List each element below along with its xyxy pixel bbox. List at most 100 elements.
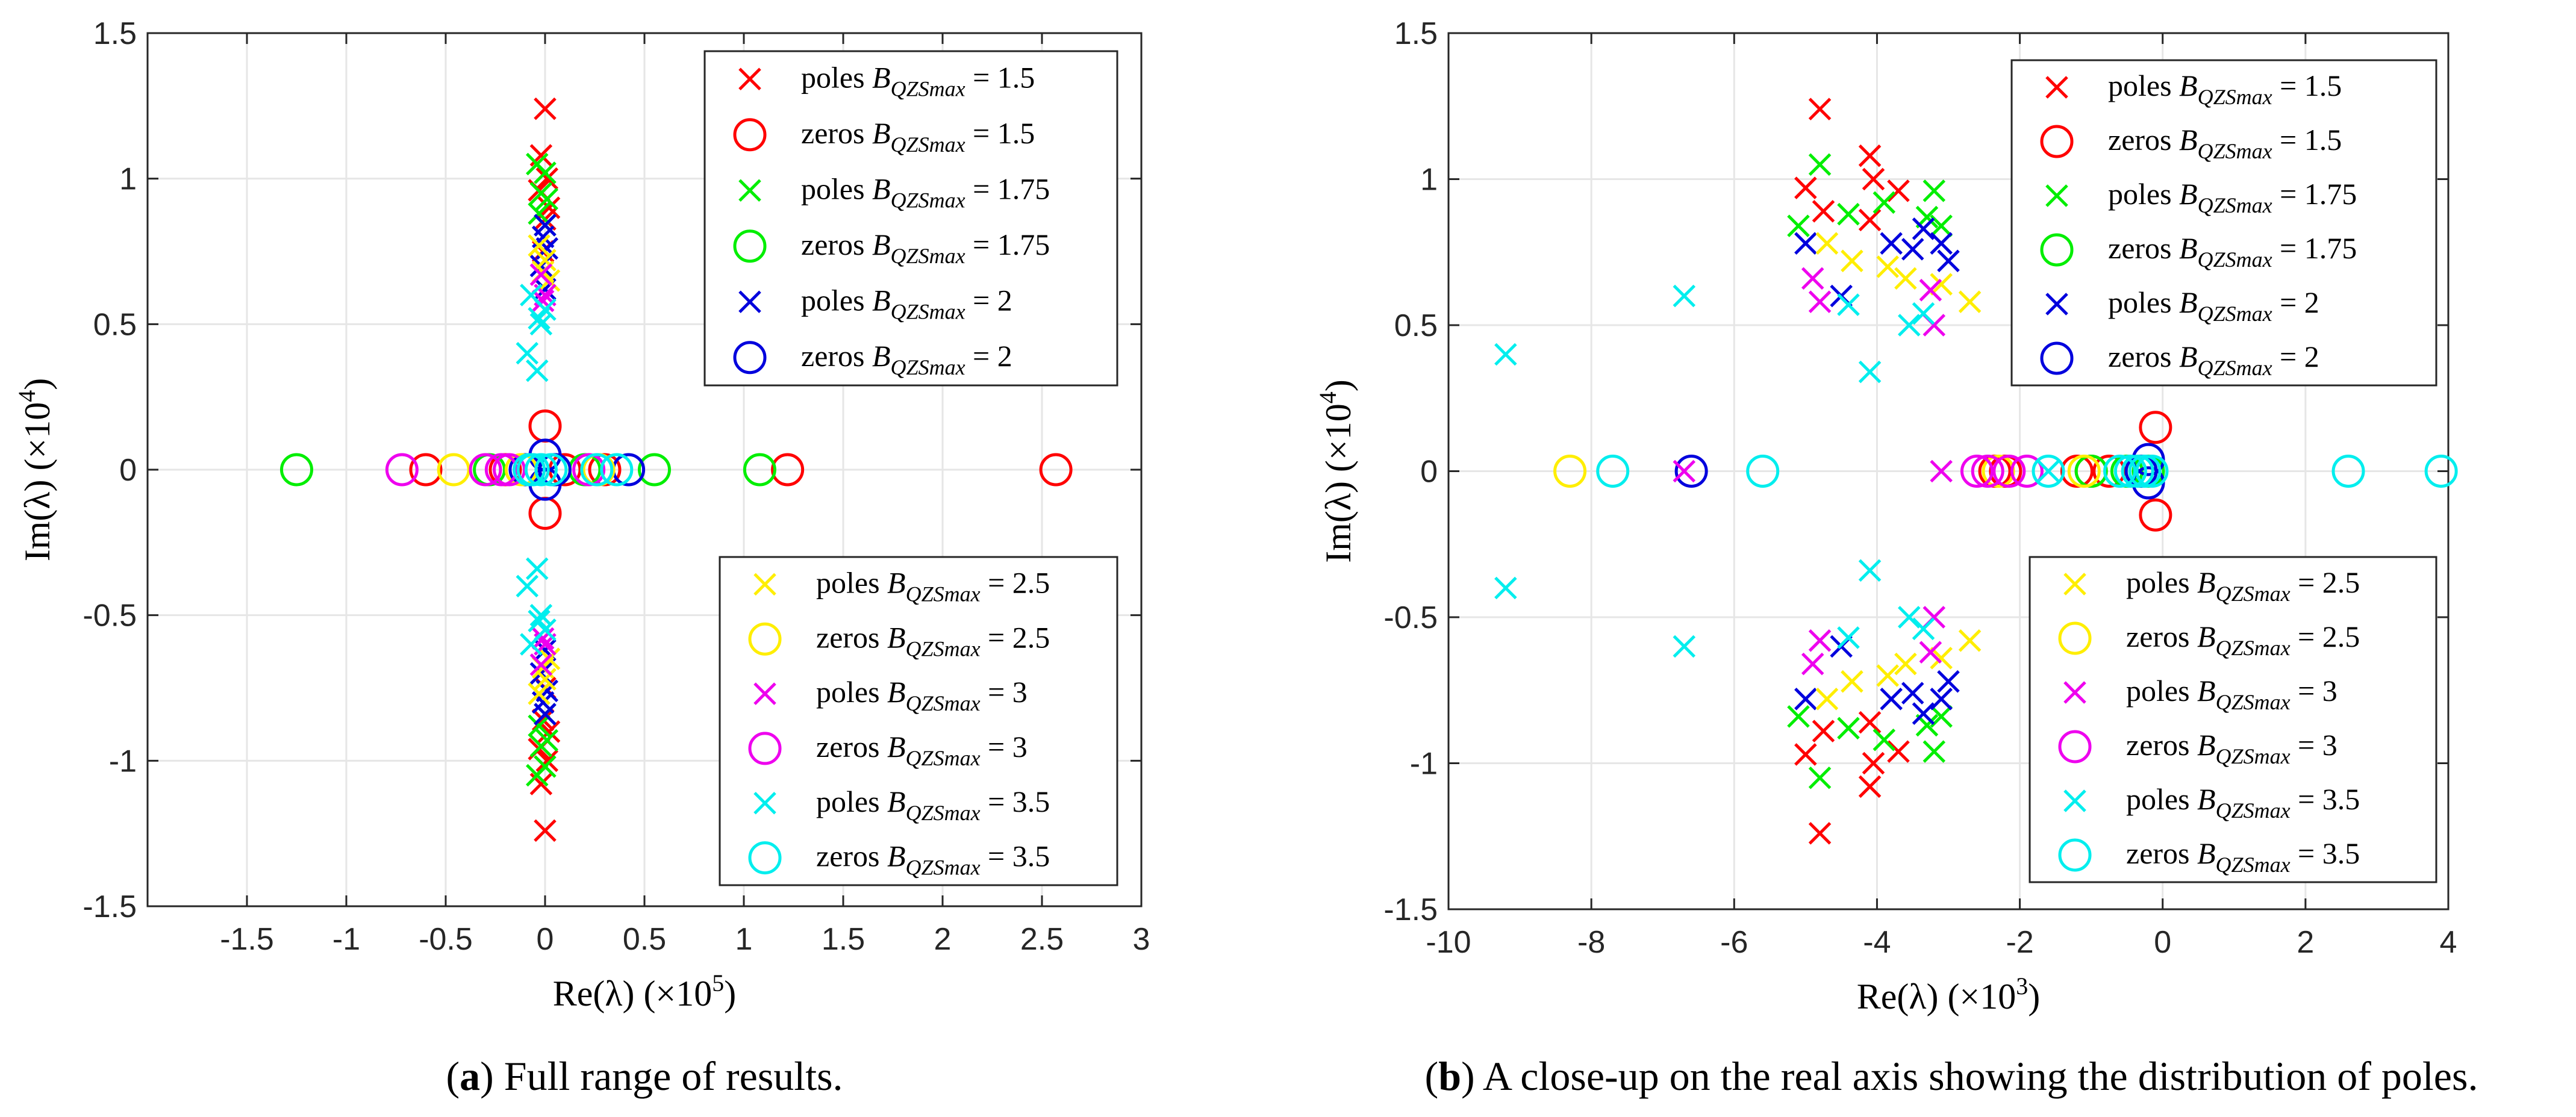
legend-box — [703, 50, 1118, 387]
legend-label: poles BQZSmax = 3 — [816, 675, 1028, 715]
legend-pole-marker — [753, 791, 776, 815]
zero-marker — [524, 453, 558, 487]
zero-marker — [534, 453, 568, 487]
zero-marker — [2331, 455, 2365, 488]
y-tick-label: 1 — [1420, 163, 1438, 198]
pole-marker — [1894, 267, 1917, 290]
pole-marker — [1794, 743, 1817, 766]
zero-marker — [1746, 455, 1780, 488]
series-poles-0 — [1794, 98, 1910, 845]
pole-marker — [1673, 459, 1696, 483]
pole-marker — [528, 202, 550, 225]
x-tick-label: -0.5 — [419, 922, 473, 957]
pole-marker — [1837, 626, 1860, 649]
pole-marker — [1808, 290, 1832, 313]
pole-marker — [1912, 617, 1935, 641]
legend-label: zeros BQZSmax = 1.5 — [2108, 123, 2342, 163]
legend-pole-marker — [753, 573, 776, 596]
pole-marker — [1808, 766, 1832, 789]
y-tick-label: -0.5 — [83, 599, 137, 633]
zero-marker — [2092, 455, 2126, 488]
series-poles-10 — [516, 284, 557, 656]
panel-a: -1.5 -1 -0.5 0 0.5 1 1.5 2 2.5 3 -1.5 -1 -0.5 0 0.5 1 1.… — [13, 16, 1150, 1099]
pole-marker — [535, 749, 559, 773]
pole-marker — [1841, 670, 1863, 693]
pole-marker — [534, 161, 557, 184]
legend-label: zeros BQZSmax = 3.5 — [2126, 836, 2360, 877]
pole-marker — [534, 703, 557, 726]
legend-zero-marker — [733, 118, 767, 152]
pole-marker — [1794, 232, 1817, 255]
pole-marker — [529, 653, 553, 676]
pole-marker — [1841, 249, 1863, 273]
zero-marker — [516, 453, 550, 487]
pole-marker — [1901, 682, 1924, 705]
pole-marker — [534, 298, 557, 321]
legend-pole-marker — [2045, 293, 2068, 316]
series-zeros-11 — [1596, 455, 2458, 488]
legend-zero-marker — [748, 622, 782, 656]
pole-marker — [534, 97, 557, 120]
legend-label: poles BQZSmax = 3 — [2126, 674, 2337, 714]
y-tick-label: 1 — [119, 162, 137, 197]
legend-label: poles BQZSmax = 3.5 — [816, 785, 1050, 825]
pole-marker — [1808, 822, 1832, 845]
x-tick-label: -2 — [2006, 925, 2033, 960]
pole-marker — [1673, 284, 1696, 308]
pole-marker — [1887, 740, 1910, 763]
legend-label: zeros BQZSmax = 3 — [816, 730, 1028, 770]
pole-marker — [529, 313, 553, 336]
x-tick-label: 0 — [2154, 925, 2171, 960]
pole-marker — [528, 682, 550, 705]
legend-zero-marker — [2040, 125, 2074, 158]
legend-label: poles BQZSmax = 1.75 — [2108, 177, 2357, 217]
zero-marker — [2060, 455, 2094, 488]
pole-marker — [1808, 98, 1832, 120]
x-tick-label: -10 — [1426, 925, 1471, 960]
pole-marker — [1858, 775, 1882, 798]
pole-marker — [1858, 559, 1882, 582]
x-tick-label: 1 — [735, 922, 753, 957]
zero-marker — [1982, 455, 2015, 488]
zero-marker — [385, 453, 419, 487]
zero-marker — [2121, 455, 2154, 488]
pole-marker — [1930, 214, 1953, 237]
pole-marker — [526, 557, 549, 580]
legend-box — [719, 556, 1118, 886]
legend-label: poles BQZSmax = 3.5 — [2126, 782, 2360, 823]
y-tick-label: -1.5 — [83, 889, 137, 924]
series-poles-6 — [528, 234, 561, 705]
pole-marker — [1876, 255, 1899, 278]
pole-marker — [516, 341, 539, 365]
legend-zero-marker — [2058, 838, 2092, 872]
zero-marker — [638, 453, 671, 487]
pole-marker — [1858, 711, 1882, 734]
zero-marker — [2032, 455, 2065, 488]
pole-marker — [1919, 279, 1942, 302]
pole-marker — [1673, 635, 1696, 658]
pole-marker — [1898, 314, 1921, 337]
zero-marker — [469, 453, 502, 487]
y-tick-label: -1.5 — [1383, 892, 1438, 927]
pole-marker — [529, 263, 553, 286]
pole-marker — [534, 668, 557, 691]
x-tick-label: 0 — [537, 922, 554, 957]
zero-marker — [2103, 455, 2137, 488]
legend-label: poles BQZSmax = 1.75 — [801, 172, 1050, 212]
legend-label: zeros BQZSmax = 1.5 — [801, 116, 1035, 157]
pole-marker — [1787, 214, 1810, 237]
pole-marker — [535, 187, 559, 211]
pole-marker — [1880, 232, 1903, 255]
x-tick-label: 0.5 — [623, 922, 666, 957]
legend-zero-marker — [2040, 233, 2074, 267]
legend-label: zeros BQZSmax = 3.5 — [816, 839, 1050, 880]
zero-marker — [580, 453, 614, 487]
x-tick-label: 4 — [2440, 925, 2457, 960]
pole-marker — [1887, 179, 1910, 202]
series-poles-6 — [1815, 232, 1982, 711]
legend-bottom: poles BQZSmax = 2.5 zeros BQZSmax = 2.5 po… — [719, 556, 1118, 886]
pole-marker — [1837, 202, 1860, 226]
legend-label: zeros BQZSmax = 1.75 — [2108, 231, 2357, 272]
pole-marker — [531, 289, 555, 313]
legend-pole-marker — [2063, 573, 2086, 596]
